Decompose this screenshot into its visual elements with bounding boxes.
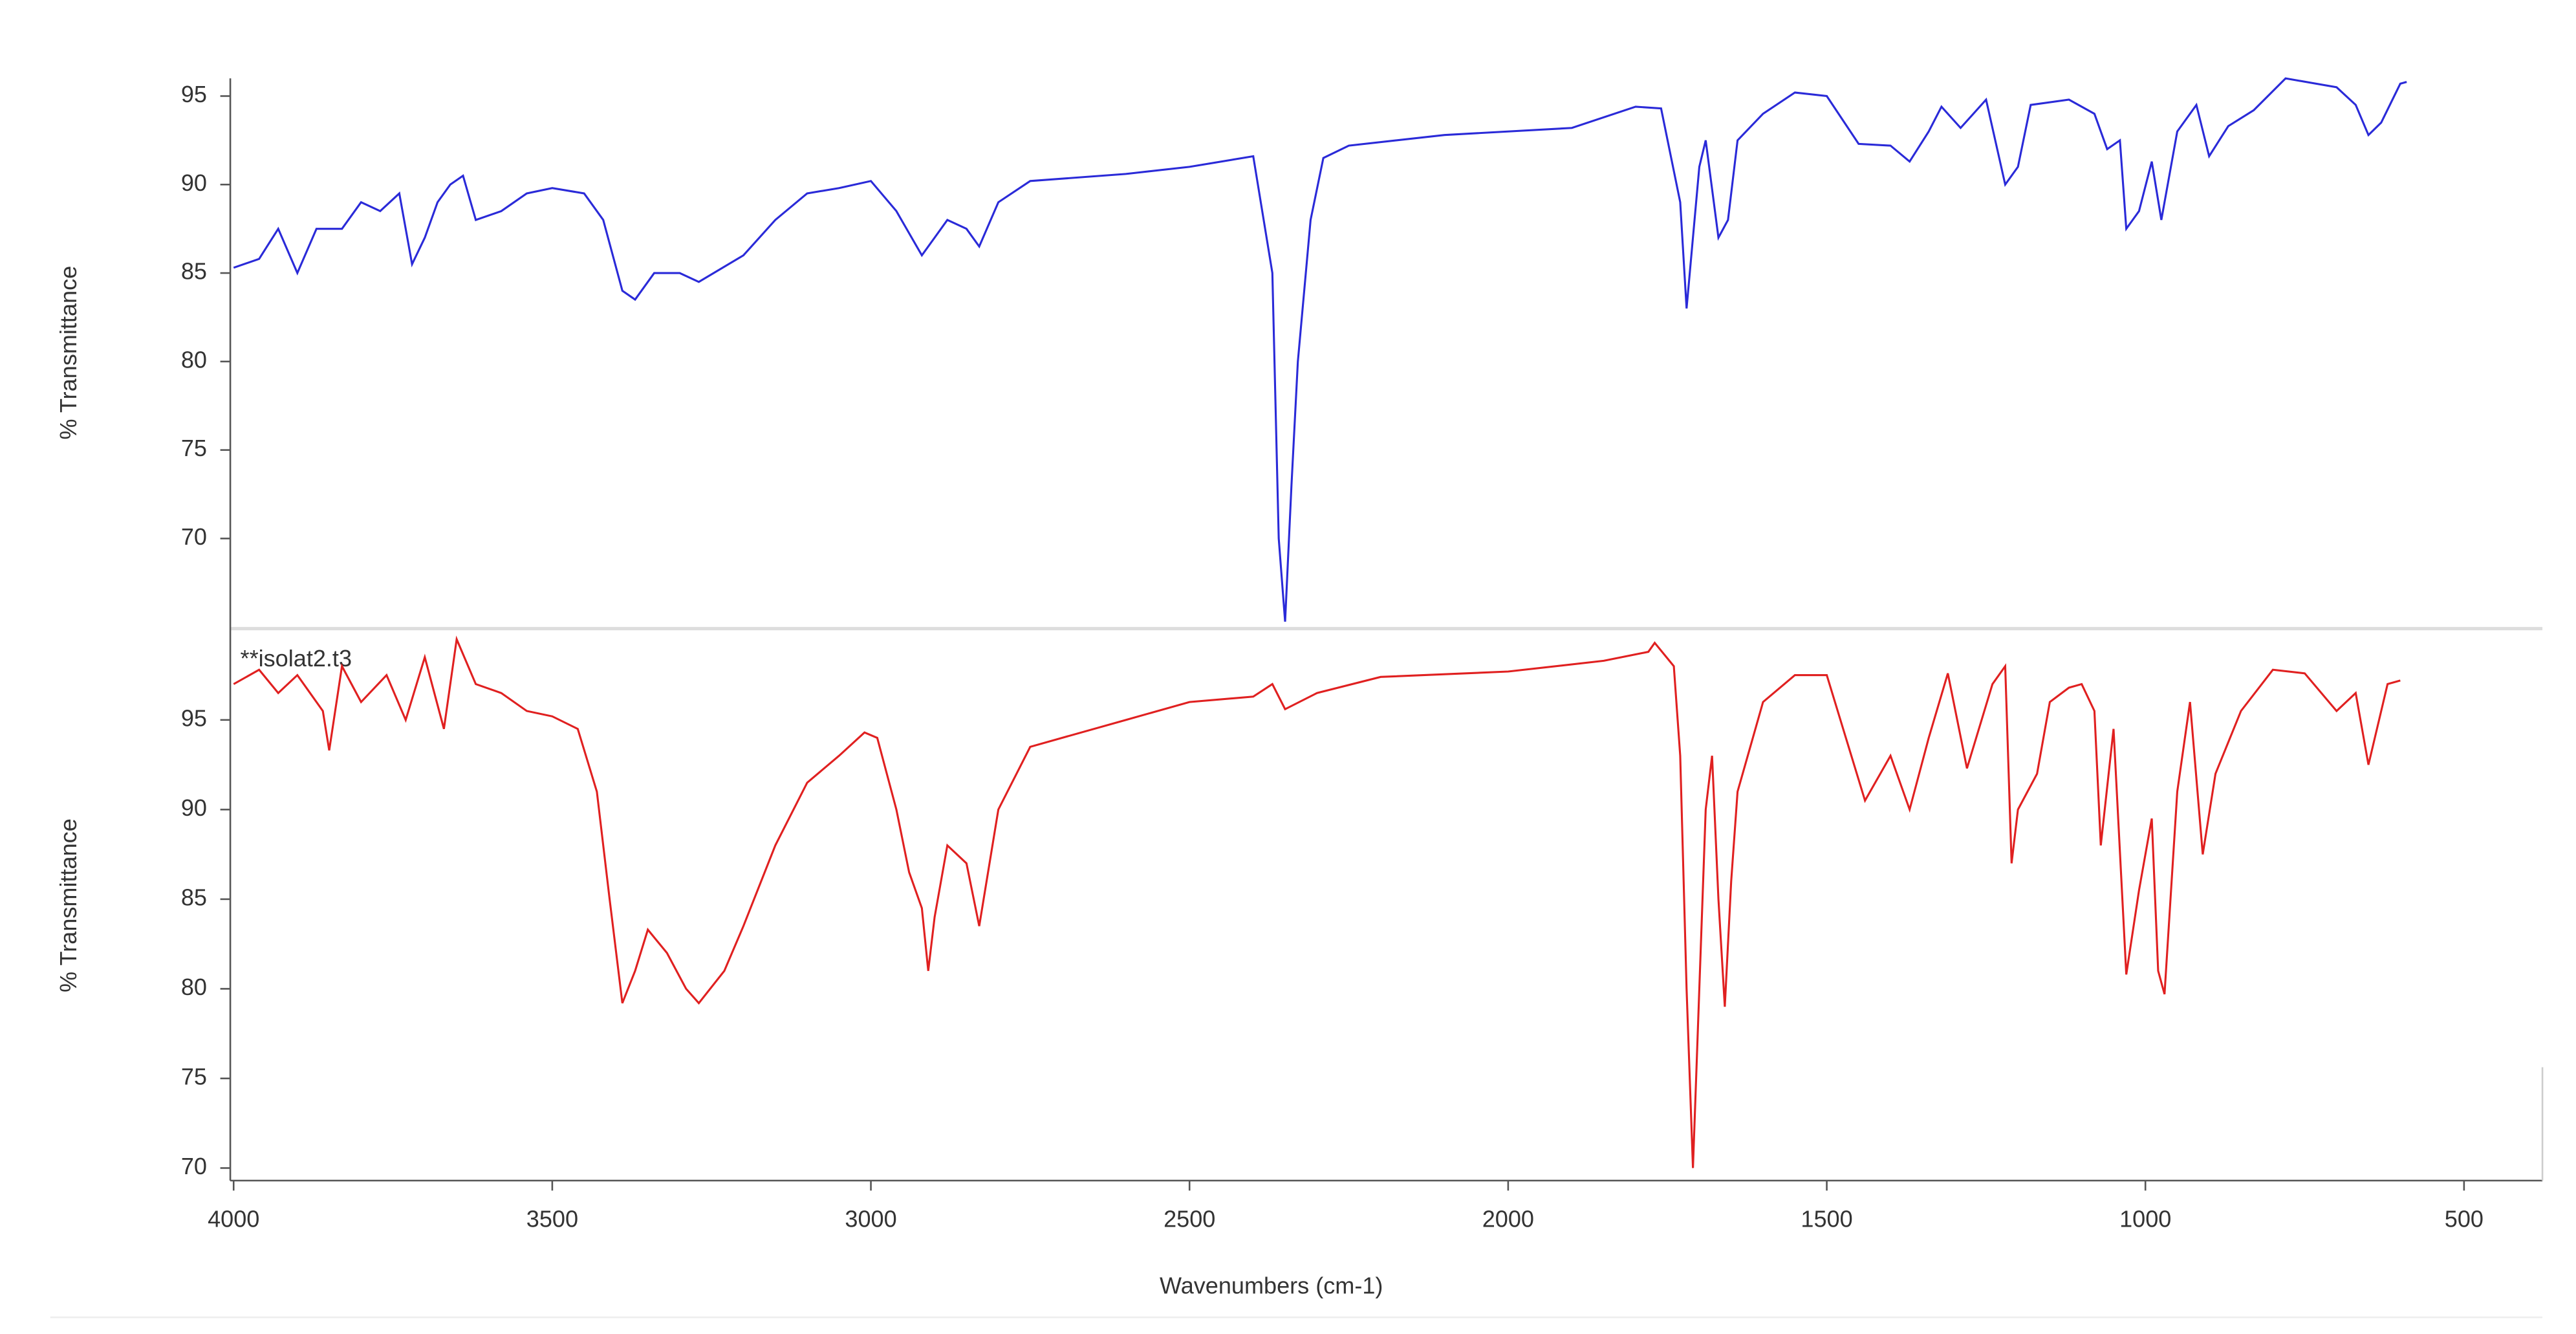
- x-tick-label: 3000: [845, 1205, 896, 1232]
- x-axis-label: Wavenumbers (cm-1): [1160, 1272, 1383, 1298]
- y-tick-label: 95: [181, 705, 207, 731]
- y-tick-label: 85: [181, 258, 207, 285]
- x-tick-label: 4000: [208, 1205, 259, 1232]
- y-tick-label: 95: [181, 81, 207, 107]
- x-tick-label: 2500: [1164, 1205, 1215, 1232]
- x-tick-label: 1000: [2119, 1205, 2171, 1232]
- y-tick-label: 90: [181, 794, 207, 821]
- y-tick-label: 90: [181, 169, 207, 196]
- spectrum-name: **isolat2.t3: [241, 645, 352, 672]
- x-tick-label: 500: [2445, 1205, 2484, 1232]
- x-tick-label: 2000: [1482, 1205, 1534, 1232]
- y-tick-label: 75: [181, 435, 207, 461]
- y-axis-label: % Transmittance: [55, 266, 81, 440]
- y-tick-label: 75: [181, 1063, 207, 1089]
- y-tick-label: 70: [181, 523, 207, 550]
- y-tick-label: 85: [181, 884, 207, 910]
- y-tick-label: 80: [181, 974, 207, 1000]
- x-tick-label: 1500: [1801, 1205, 1852, 1232]
- x-tick-label: 3500: [526, 1205, 578, 1232]
- spectrum-line: [233, 635, 2401, 1168]
- spectrum-line: [233, 77, 2407, 622]
- y-tick-label: 70: [181, 1153, 207, 1179]
- y-axis-label: % Transmittance: [55, 818, 81, 992]
- y-tick-label: 80: [181, 346, 207, 373]
